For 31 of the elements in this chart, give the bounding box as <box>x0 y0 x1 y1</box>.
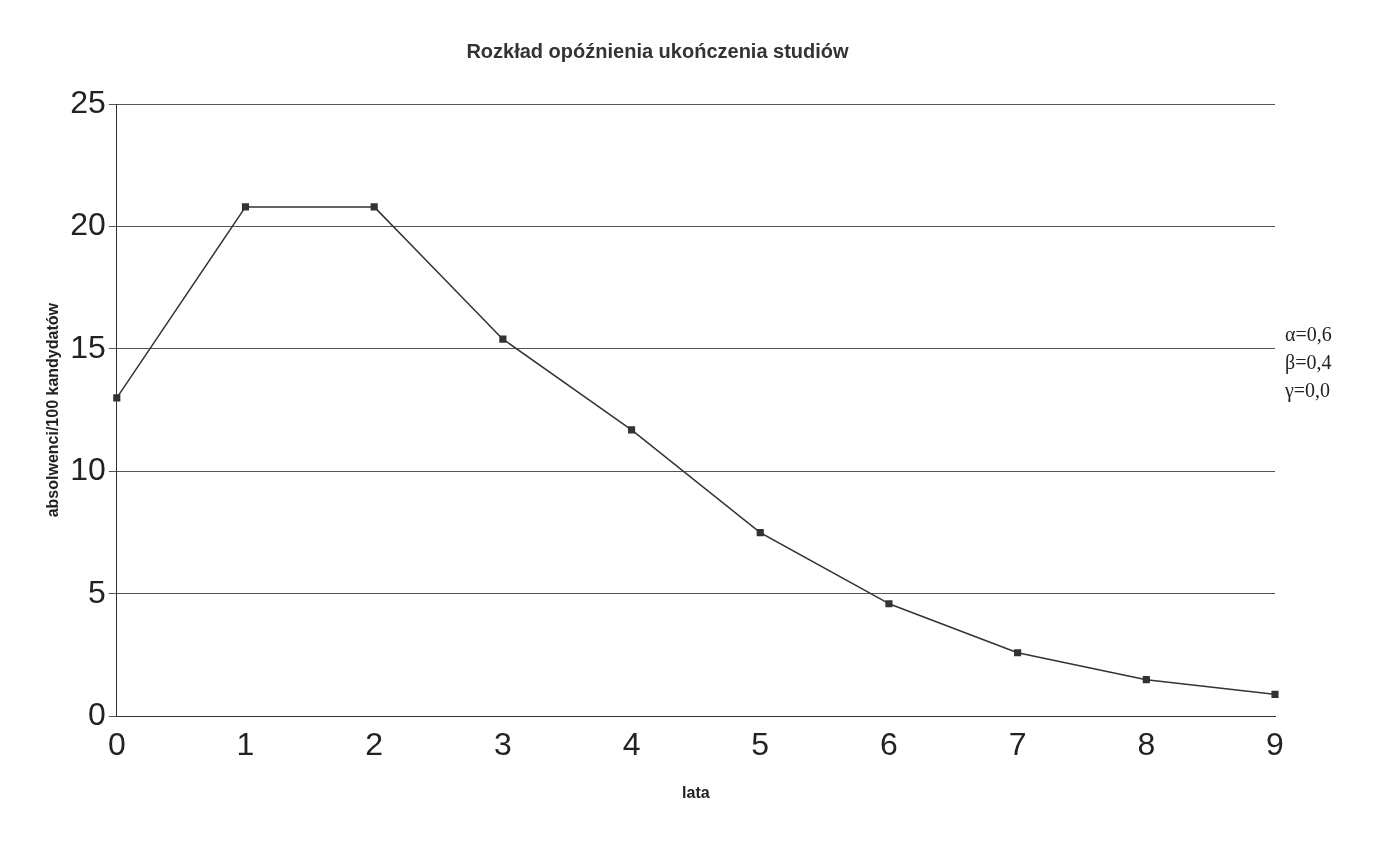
point <box>370 203 378 211</box>
y-tick-label: 15 <box>70 328 106 365</box>
y-tick-label: 0 <box>88 696 106 733</box>
y-tick-label: 20 <box>70 206 106 243</box>
x-tick-label: 5 <box>751 726 770 763</box>
point <box>241 203 250 211</box>
point <box>1142 676 1150 684</box>
point <box>627 426 636 434</box>
chart-title: Rozkład opóźnienia ukończenia studiów <box>466 39 850 62</box>
text: β=0,4 <box>1285 351 1332 375</box>
point <box>885 600 893 608</box>
x-tick-label: 1 <box>236 726 255 763</box>
point <box>756 529 764 537</box>
point <box>499 335 507 343</box>
x-tick-label: 9 <box>1266 726 1284 763</box>
x-tick-label: 2 <box>365 726 384 763</box>
x-tick-label: 3 <box>493 726 512 763</box>
y-tick-label: 10 <box>70 451 106 488</box>
text: α=0,6 <box>1285 323 1332 346</box>
x-tick-label: 8 <box>1137 726 1156 763</box>
x-tick-label: 6 <box>880 726 898 763</box>
point <box>1271 690 1279 698</box>
text: γ=0,0 <box>1284 379 1331 403</box>
y-tick-label: 25 <box>70 83 106 120</box>
x-axis-title: lata <box>682 783 710 801</box>
y-tick-label: 5 <box>88 573 106 610</box>
x-tick-label: 4 <box>622 726 641 763</box>
y-axis-title: absolwenci/100 kandydatów <box>44 302 62 518</box>
point <box>1014 649 1022 657</box>
x-tick-label: 7 <box>1008 726 1027 763</box>
point <box>113 394 121 402</box>
